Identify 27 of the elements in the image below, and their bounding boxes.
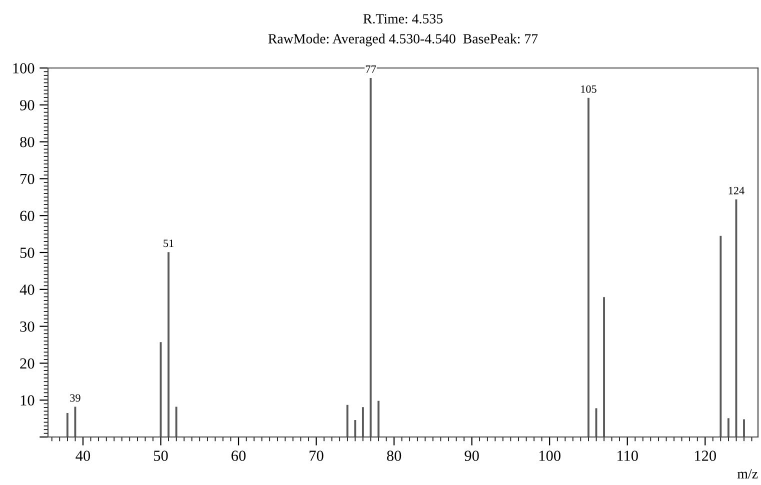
annotation: 105 [581, 85, 596, 93]
y-tick-label: 20 [20, 358, 34, 369]
annotation: 51 [164, 240, 174, 248]
y-tick-label: 100 [13, 63, 34, 74]
x-axis-title: m/z [737, 469, 758, 478]
y-tick-label: 10 [20, 395, 34, 406]
chart-subtitle: RawMode: Averaged 4.530-4.540 BasePeak: 77 [268, 34, 538, 46]
annotation: 77 [366, 66, 376, 73]
y-tick-label: 70 [20, 174, 34, 184]
y-tick-label: 80 [20, 136, 34, 148]
x-tick-label: 110 [618, 450, 638, 461]
y-tick-label: 50 [20, 248, 34, 258]
x-tick-label: 90 [464, 450, 479, 461]
x-tick-label: 40 [76, 450, 90, 461]
y-tick-label: 90 [20, 100, 34, 110]
chart-title: R.Time: 4.535 [363, 14, 443, 24]
x-tick-label: 70 [310, 450, 324, 461]
x-tick-label: 120 [695, 450, 716, 461]
annotation: 39 [70, 394, 80, 402]
x-tick-label: 80 [387, 450, 402, 461]
annotation: 124 [728, 186, 744, 194]
x-tick-label: 60 [232, 450, 246, 461]
y-tick-label: 40 [20, 284, 34, 295]
y-tick-label: 30 [20, 321, 34, 332]
x-tick-label: 50 [154, 450, 168, 461]
y-tick-label: 60 [20, 210, 34, 222]
x-tick-label: 100 [539, 450, 560, 461]
